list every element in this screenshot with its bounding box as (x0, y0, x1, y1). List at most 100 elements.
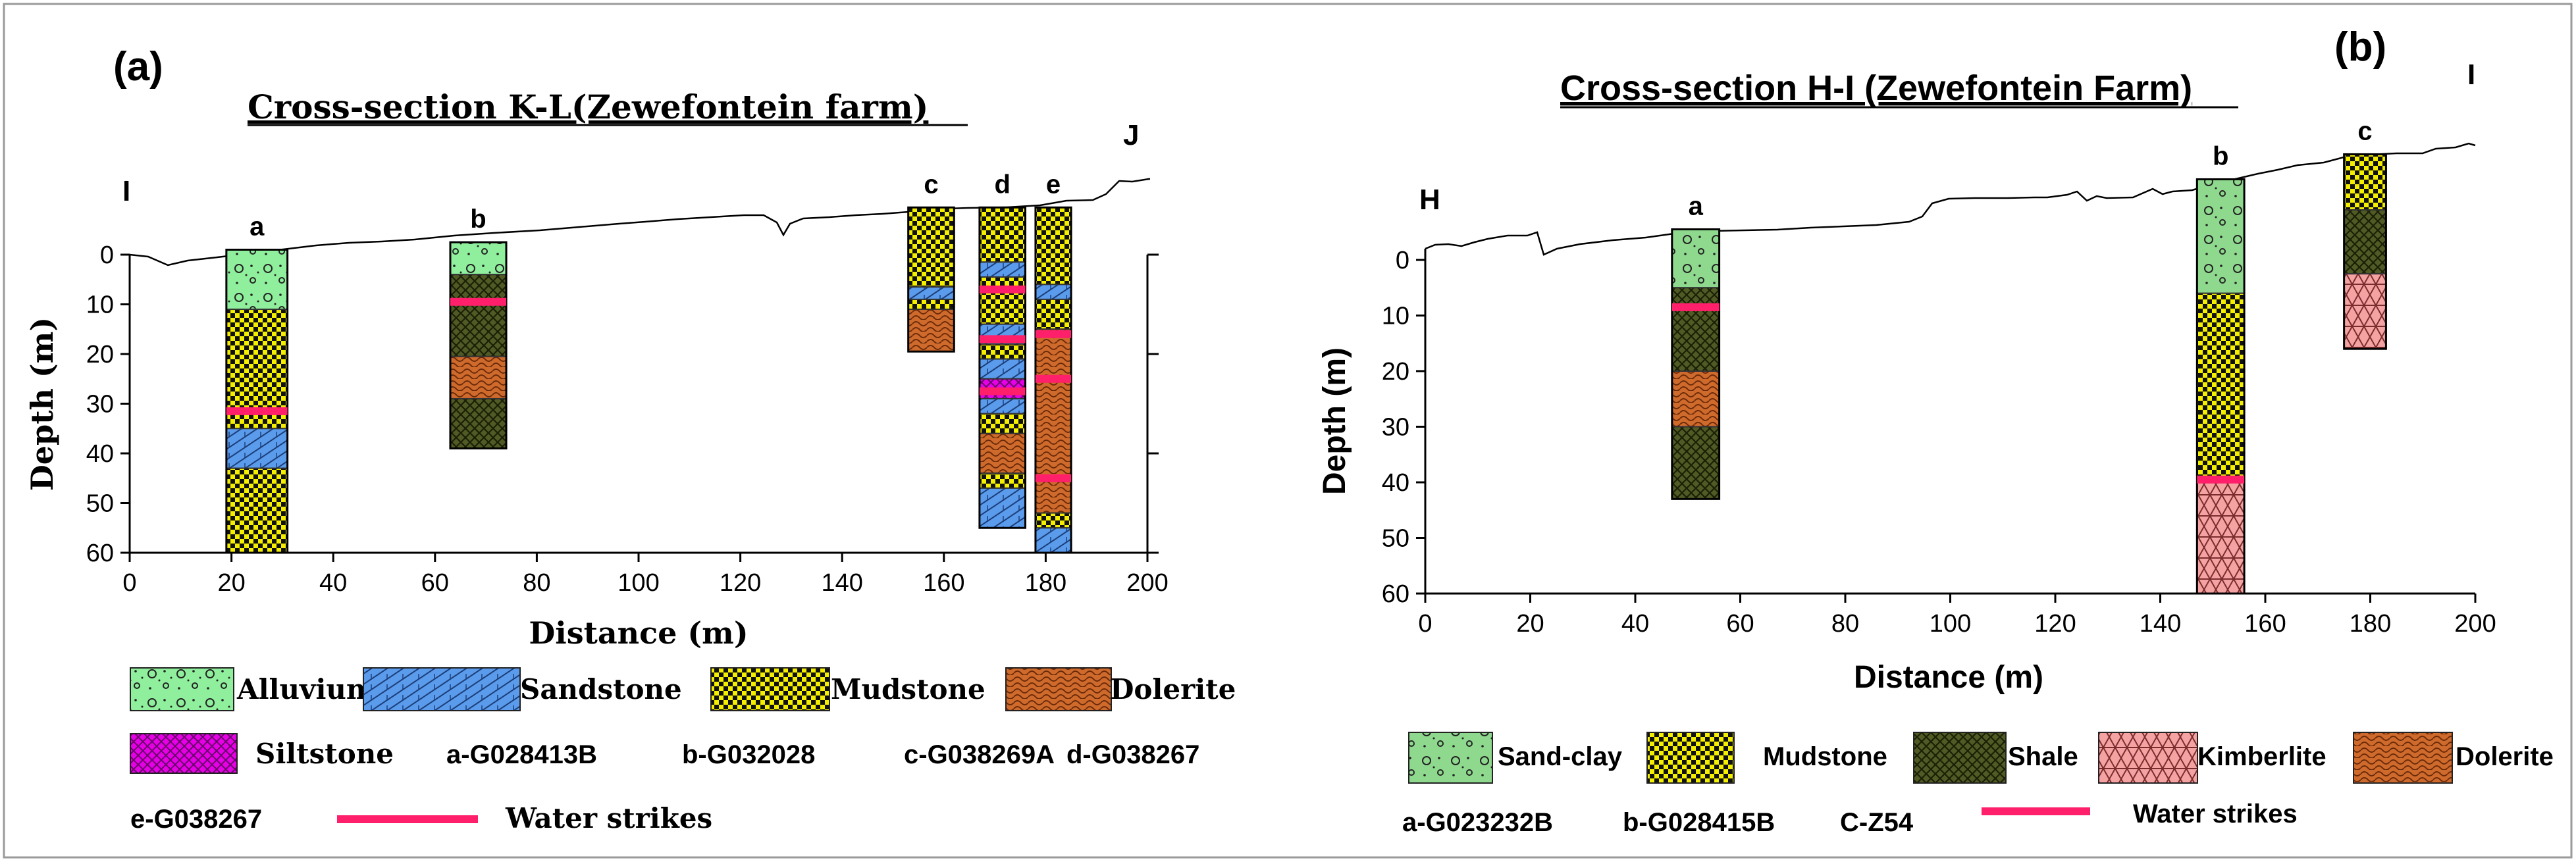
legend-well-d: d-G038267 (1066, 740, 1199, 769)
layer-shale (449, 397, 508, 449)
x-tick-label: 180 (1025, 569, 1066, 597)
x-tick-label: 80 (523, 569, 550, 597)
y-tick-label: 0 (1396, 247, 1409, 274)
x-tick-label: 140 (821, 569, 862, 597)
y-tick-label: 0 (100, 241, 114, 269)
panel-a-label: (a) (113, 44, 163, 89)
borehole-outline (449, 241, 508, 449)
legend-swatch-siltstone (130, 733, 238, 774)
layer-shale (449, 274, 508, 357)
x-tick-label: 60 (421, 569, 449, 597)
layer-shale (2343, 209, 2387, 275)
panel-a-ground-surface (129, 178, 1150, 266)
x-tick-label: 100 (1930, 610, 1971, 638)
panel-a-borehole-b: b (449, 205, 508, 449)
legend-well-e: e-G038267 (130, 805, 262, 834)
borehole-outline (907, 206, 955, 353)
y-tick-label: 40 (86, 440, 114, 468)
borehole-label: a (1689, 192, 1704, 221)
borehole-label: b (470, 205, 486, 234)
x-tick-label: 60 (1726, 610, 1754, 638)
x-tick-label: 160 (2244, 610, 2286, 638)
layer-sandstone (978, 358, 1026, 380)
layer-sandstone (978, 487, 1026, 529)
legend-swatch-shale (1913, 732, 2007, 784)
layer-sandstone (1034, 284, 1072, 300)
legend-well-b-b: b-G028415B (1623, 808, 1775, 837)
legend-dolerite-b: Dolerite (2456, 742, 2554, 771)
layer-shale (1671, 287, 1720, 372)
x-tick-label: 0 (122, 569, 136, 597)
x-tick-label: 120 (2034, 610, 2076, 638)
x-tick-label: 160 (923, 569, 964, 597)
layer-mudstone (978, 413, 1026, 434)
panel-b-y-title: Depth (m) (1317, 347, 1352, 495)
panel-a-start-label: I (122, 175, 130, 207)
panel-a-legend: Alluvium Sandstone Mudstone Dolerite Sil… (130, 667, 1236, 834)
legend-well-b-c: C-Z54 (1840, 808, 1914, 837)
panel-b-x-title: Distance (m) (1854, 660, 2043, 695)
legend-swatch-mudstone-b (1646, 732, 1735, 784)
layer-alluvium (449, 241, 508, 276)
legend-water-strikes: Water strikes (505, 802, 712, 834)
borehole-label: d (994, 170, 1010, 199)
layer-mudstone (978, 207, 1026, 263)
panel-b-ground-surface (1425, 142, 2476, 256)
layer-sandstone (978, 397, 1026, 415)
x-tick-label: 20 (1516, 610, 1544, 638)
legend-well-b: b-G032028 (682, 740, 815, 769)
legend-shale: Shale (2008, 742, 2078, 771)
panel-b-borehole-a: a (1671, 192, 1721, 500)
panel-b-legend: Sand-clay Mudstone Shale Kimberlite Dole… (1402, 732, 2554, 837)
y-tick-label: 60 (1382, 580, 1409, 608)
legend-swatch-sandstone (363, 667, 521, 711)
panel-a-borehole-a: a (225, 212, 289, 554)
legend-sandstone: Sandstone (520, 673, 682, 705)
legend-water-strikes-b: Water strikes (2133, 799, 2298, 828)
panel-a: (a) Cross-section K-L(Zewefontein farm) … (24, 44, 1236, 834)
layer-sandstone (225, 428, 288, 469)
legend-swatch-dolerite-b (2353, 732, 2453, 784)
x-tick-label: 0 (1418, 610, 1432, 638)
layer-mudstone (2196, 292, 2246, 480)
y-tick-label: 20 (1382, 358, 1409, 386)
layer-mudstone (2343, 153, 2387, 211)
y-tick-label: 10 (1382, 303, 1409, 330)
x-tick-label: 100 (618, 569, 659, 597)
panel-a-ticks: 0 20 40 60 80 100 120 140 160 180 200 0 10 20 30 40 50 60 (86, 241, 1169, 597)
layer-mudstone (907, 207, 955, 288)
legend-well-c: c-G038269A (904, 740, 1055, 769)
layer-mudstone (1034, 207, 1072, 286)
legend-swatch-dolerite (1005, 667, 1112, 711)
legend-swatch-mudstone (710, 667, 830, 711)
legend-well-b-a: a-G023232B (1402, 808, 1553, 837)
layer-mudstone (978, 276, 1026, 325)
borehole-label: b (2213, 141, 2228, 170)
layer-shale (1671, 426, 1720, 500)
borehole-label: a (250, 212, 265, 241)
y-tick-label: 20 (86, 341, 114, 368)
y-tick-label: 30 (1382, 414, 1409, 442)
panel-a-boreholes: a b c d e (225, 170, 1072, 554)
layer-kimberlite (2196, 478, 2246, 595)
borehole-outline (978, 206, 1026, 529)
x-tick-label: 200 (2454, 610, 2496, 638)
layer-mudstone (1034, 298, 1072, 330)
legend-alluvium: Alluvium (236, 673, 375, 705)
panel-a-end-label: J (1123, 119, 1139, 151)
y-tick-label: 10 (86, 292, 114, 319)
layer-sandstone (978, 261, 1026, 278)
layer-kimberlite (2343, 273, 2387, 350)
layer-dolerite (449, 355, 508, 399)
y-tick-label: 60 (86, 540, 114, 567)
y-tick-label: 40 (1382, 469, 1409, 497)
layer-dolerite (978, 432, 1026, 474)
layer-mudstone (978, 472, 1026, 489)
layer-sandstone (1034, 527, 1072, 553)
legend-siltstone: Siltstone (255, 738, 394, 770)
legend-well-a: a-G028413B (446, 740, 597, 769)
y-tick-label: 50 (1382, 525, 1409, 553)
x-tick-label: 200 (1126, 569, 1168, 597)
panel-a-y-title: Depth (m) (24, 317, 60, 491)
panel-b-borehole-b: b (2195, 141, 2246, 595)
